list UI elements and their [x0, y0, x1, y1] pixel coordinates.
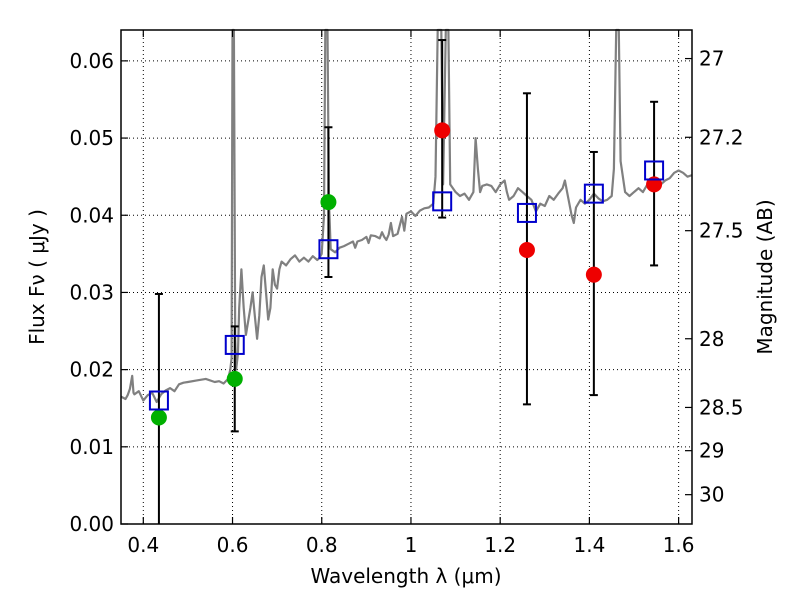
- observed-point: [226, 370, 243, 387]
- right-tick-label: 28: [699, 327, 724, 351]
- y-axis-label: Flux Fν ( μJy ): [25, 209, 49, 345]
- y-tick-label: 0.02: [69, 358, 114, 382]
- model-point: [516, 202, 537, 223]
- right-tick-label: 27.5: [699, 219, 744, 243]
- data-points: [148, 122, 665, 426]
- x-tick-label: 1.4: [573, 533, 605, 557]
- model-point: [224, 334, 245, 355]
- observed-point: [150, 409, 167, 426]
- right-tick-label: 30: [699, 483, 724, 507]
- y-tick-label: 0.00: [69, 512, 114, 536]
- x-tick-label: 0.4: [127, 533, 159, 557]
- model-point: [148, 390, 169, 411]
- y-tick-label: 0.05: [69, 126, 114, 150]
- right-tick-label: 27: [699, 47, 724, 71]
- error-bars: [154, 39, 659, 524]
- right-axis-label: Magnitude (AB): [753, 199, 777, 354]
- observed-point: [320, 194, 337, 211]
- right-tick-label: 27.2: [699, 125, 744, 149]
- spectrum-series: [120, 28, 693, 404]
- y-tick-label: 0.03: [69, 280, 114, 304]
- spectrum-line: [120, 28, 693, 404]
- y-tick-label: 0.04: [69, 203, 114, 227]
- observed-point: [518, 241, 535, 258]
- observed-point: [585, 266, 602, 283]
- x-tick-label: 1: [405, 533, 418, 557]
- observed-point: [434, 122, 451, 139]
- right-tick-label: 29: [699, 439, 724, 463]
- model-point: [583, 183, 604, 204]
- x-tick-label: 0.6: [217, 533, 249, 557]
- x-axis-label: Wavelength λ (μm): [310, 564, 501, 588]
- x-tick-label: 1.6: [663, 533, 695, 557]
- axis-ticks: 0.4 0.6 0.8 1 1.2 1.4 1.6 0.00 0.01 0.02 0.03 0.04 0…: [69, 30, 744, 557]
- model-point: [432, 191, 453, 212]
- plot-frame: [120, 29, 693, 525]
- right-tick-label: 28.5: [699, 395, 744, 419]
- model-point: [644, 160, 665, 181]
- x-tick-label: 0.8: [306, 533, 338, 557]
- x-tick-label: 1.2: [484, 533, 516, 557]
- grid: [121, 30, 692, 524]
- y-tick-label: 0.06: [69, 49, 114, 73]
- observed-point: [646, 176, 663, 193]
- y-tick-label: 0.01: [69, 435, 114, 459]
- model-point: [318, 239, 339, 260]
